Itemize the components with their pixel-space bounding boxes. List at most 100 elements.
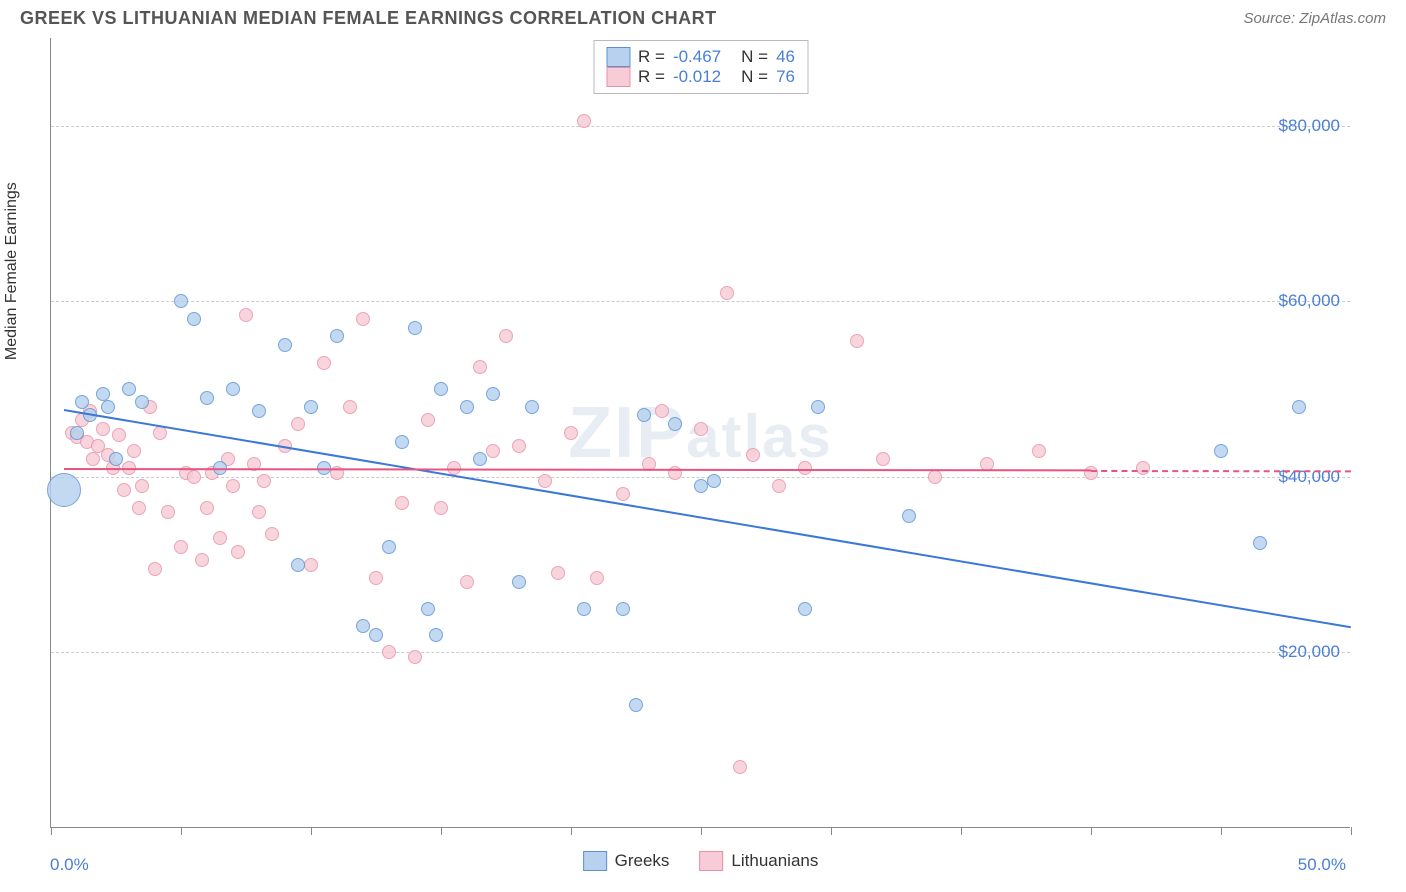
data-point bbox=[577, 602, 591, 616]
data-point bbox=[343, 400, 357, 414]
data-point bbox=[135, 479, 149, 493]
data-point bbox=[1214, 444, 1228, 458]
data-point bbox=[1084, 466, 1098, 480]
data-point bbox=[200, 391, 214, 405]
data-point bbox=[1032, 444, 1046, 458]
data-point bbox=[798, 602, 812, 616]
data-point bbox=[195, 553, 209, 567]
data-point bbox=[876, 452, 890, 466]
data-point bbox=[1292, 400, 1306, 414]
data-point bbox=[252, 505, 266, 519]
scatter-plot-area: ZIPatlas R = -0.467 N = 46 R = -0.012 N … bbox=[50, 38, 1350, 828]
legend-item-lithuanians: Lithuanians bbox=[699, 851, 818, 871]
data-point bbox=[356, 312, 370, 326]
correlation-legend: R = -0.467 N = 46 R = -0.012 N = 76 bbox=[593, 40, 808, 94]
series-legend: Greeks Lithuanians bbox=[583, 851, 819, 871]
data-point bbox=[577, 114, 591, 128]
chart-title: GREEK VS LITHUANIAN MEDIAN FEMALE EARNIN… bbox=[20, 8, 717, 29]
data-point bbox=[434, 382, 448, 396]
data-point bbox=[382, 645, 396, 659]
data-point bbox=[694, 422, 708, 436]
data-point bbox=[637, 408, 651, 422]
data-point bbox=[746, 448, 760, 462]
data-point bbox=[538, 474, 552, 488]
data-point bbox=[330, 329, 344, 343]
x-tick bbox=[51, 827, 52, 835]
data-point bbox=[127, 444, 141, 458]
data-point bbox=[421, 413, 435, 427]
data-point bbox=[96, 422, 110, 436]
data-point bbox=[655, 404, 669, 418]
data-point bbox=[200, 501, 214, 515]
data-point bbox=[304, 558, 318, 572]
data-point bbox=[86, 452, 100, 466]
x-tick bbox=[701, 827, 702, 835]
data-point bbox=[1253, 536, 1267, 550]
legend-label-greeks: Greeks bbox=[615, 851, 670, 871]
data-point bbox=[317, 356, 331, 370]
gridline bbox=[51, 126, 1350, 127]
data-point bbox=[694, 479, 708, 493]
swatch-greeks bbox=[606, 47, 630, 67]
data-point bbox=[408, 321, 422, 335]
data-point bbox=[148, 562, 162, 576]
data-point bbox=[278, 338, 292, 352]
data-point bbox=[772, 479, 786, 493]
data-point bbox=[395, 435, 409, 449]
data-point bbox=[395, 496, 409, 510]
data-point bbox=[720, 286, 734, 300]
data-point bbox=[668, 417, 682, 431]
data-point bbox=[616, 602, 630, 616]
y-tick-label: $60,000 bbox=[1279, 291, 1340, 311]
chart-header: GREEK VS LITHUANIAN MEDIAN FEMALE EARNIN… bbox=[0, 0, 1406, 33]
y-tick-label: $20,000 bbox=[1279, 642, 1340, 662]
data-point bbox=[499, 329, 513, 343]
data-point bbox=[369, 628, 383, 642]
legend-row-greeks: R = -0.467 N = 46 bbox=[606, 47, 795, 67]
data-point bbox=[96, 387, 110, 401]
data-point bbox=[382, 540, 396, 554]
data-point bbox=[257, 474, 271, 488]
legend-row-lithuanians: R = -0.012 N = 76 bbox=[606, 67, 795, 87]
swatch-greeks bbox=[583, 851, 607, 871]
data-point bbox=[161, 505, 175, 519]
data-point bbox=[239, 308, 253, 322]
data-point bbox=[75, 395, 89, 409]
x-tick bbox=[181, 827, 182, 835]
data-point bbox=[101, 400, 115, 414]
data-point bbox=[132, 501, 146, 515]
source-attribution: Source: ZipAtlas.com bbox=[1243, 10, 1386, 27]
data-point bbox=[117, 483, 131, 497]
r-label: R = bbox=[638, 67, 665, 87]
n-label: N = bbox=[741, 47, 768, 67]
data-point bbox=[486, 444, 500, 458]
r-value-lithuanians: -0.012 bbox=[673, 67, 721, 87]
data-point bbox=[226, 479, 240, 493]
n-value-lithuanians: 76 bbox=[776, 67, 795, 87]
data-point bbox=[429, 628, 443, 642]
data-point bbox=[707, 474, 721, 488]
data-point bbox=[616, 487, 630, 501]
data-point bbox=[304, 400, 318, 414]
data-point bbox=[486, 387, 500, 401]
data-point bbox=[226, 382, 240, 396]
data-point bbox=[109, 452, 123, 466]
y-axis-title: Median Female Earnings bbox=[3, 182, 21, 360]
x-axis-min-label: 0.0% bbox=[50, 855, 89, 875]
data-point bbox=[369, 571, 383, 585]
data-point bbox=[473, 360, 487, 374]
data-point bbox=[434, 501, 448, 515]
x-axis-max-label: 50.0% bbox=[1298, 855, 1346, 875]
trend-line-extrapolated bbox=[1091, 470, 1351, 472]
data-point bbox=[811, 400, 825, 414]
data-point bbox=[850, 334, 864, 348]
data-point bbox=[265, 527, 279, 541]
data-point bbox=[135, 395, 149, 409]
data-point bbox=[112, 428, 126, 442]
data-point bbox=[629, 698, 643, 712]
data-point bbox=[187, 470, 201, 484]
x-tick bbox=[831, 827, 832, 835]
data-point bbox=[928, 470, 942, 484]
r-label: R = bbox=[638, 47, 665, 67]
x-tick bbox=[1091, 827, 1092, 835]
